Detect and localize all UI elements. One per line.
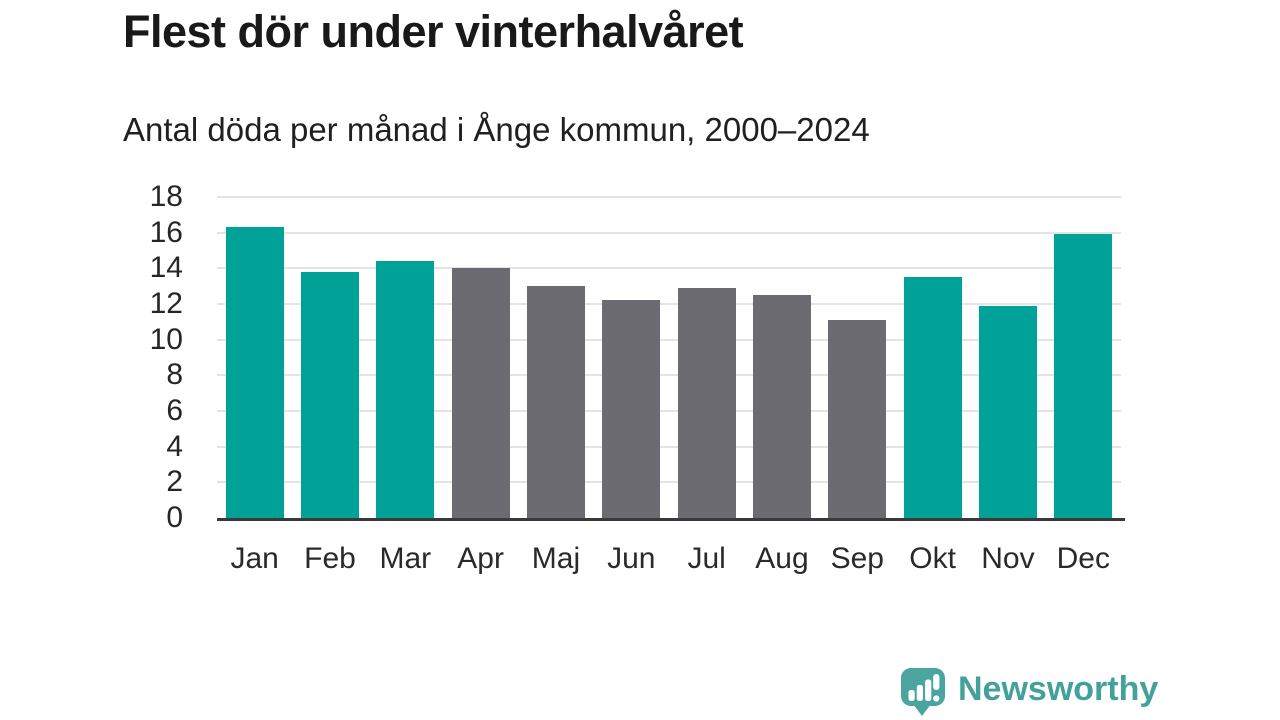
bar-slot-dec: [1046, 197, 1121, 518]
x-axis-line: [217, 518, 1125, 521]
bar-slot-sep: [820, 197, 895, 518]
x-tick-label-dec: Dec: [1056, 542, 1110, 575]
bar-maj: [526, 286, 585, 518]
y-tick-label-10: 10: [149, 322, 183, 356]
y-tick-label-0: 0: [166, 501, 183, 534]
x-tick-label-nov: Nov: [981, 542, 1035, 575]
bar-nov: [978, 305, 1037, 518]
gridline-2: [217, 481, 1121, 484]
chart-speech-bubble-icon: [901, 668, 945, 716]
bar-sep: [828, 320, 887, 518]
bar-slot-aug: [744, 197, 819, 518]
gridline-18: [217, 196, 1121, 198]
y-tick-label-2: 2: [166, 465, 183, 499]
gridline-14: [217, 267, 1121, 270]
x-tick-label-okt: Okt: [909, 542, 956, 575]
y-tick-label-14: 14: [149, 251, 183, 285]
gridline-10: [217, 338, 1121, 341]
plot-area: [217, 196, 1125, 521]
bar-slot-okt: [895, 197, 970, 518]
x-tick-label-mar: Mar: [379, 542, 432, 575]
y-tick-label-6: 6: [166, 394, 183, 427]
y-axis-labels: 0 2 4 6 8 10 12 14 16 18: [110, 182, 200, 533]
bar-slot-apr: [443, 197, 518, 518]
chart-subtitle: Antal döda per månad i Ånge kommun, 2000…: [123, 111, 870, 148]
bar-jul: [677, 287, 736, 518]
y-tick-label-4: 4: [166, 429, 183, 463]
y-tick-label-8: 8: [166, 358, 183, 392]
bar-slot-mar: [368, 197, 443, 518]
x-tick-label-maj: Maj: [531, 542, 581, 575]
gridline-12: [217, 303, 1121, 305]
x-tick-label-feb: Feb: [304, 542, 356, 575]
bar-slot-nov: [970, 197, 1045, 518]
bar-okt: [903, 277, 962, 518]
bar-series: [217, 197, 1121, 518]
bar-slot-maj: [518, 197, 593, 518]
chart-title: Flest dör under vinterhalvåret: [123, 6, 744, 57]
y-tick-label-12: 12: [149, 287, 183, 320]
gridline-6: [217, 410, 1121, 412]
bar-aug: [752, 295, 811, 518]
bar-slot-jun: [594, 197, 669, 518]
bar-slot-jul: [669, 197, 744, 518]
x-tick-label-jun: Jun: [607, 542, 656, 575]
x-axis-labels: Jan Feb Mar Apr Maj Jun Jul Aug Sep Okt Nov Dec: [217, 541, 1121, 577]
x-tick-label-aug: Aug: [755, 542, 809, 575]
bar-feb: [300, 271, 359, 518]
bar-dec: [1054, 234, 1113, 518]
x-tick-label-sep: Sep: [830, 542, 884, 575]
bar-jan: [225, 227, 284, 518]
bar-slot-feb: [292, 197, 367, 518]
bar-mar: [376, 261, 435, 518]
x-tick-label-jan: Jan: [230, 542, 279, 575]
gridline-8: [217, 374, 1121, 377]
gridline-4: [217, 445, 1121, 448]
y-tick-label-16: 16: [149, 215, 183, 249]
logo-text: Newsworthy: [958, 670, 1159, 708]
bar-jun: [602, 300, 661, 518]
x-tick-label-jul: Jul: [687, 542, 726, 575]
bar-apr: [451, 268, 510, 518]
gridline-16: [217, 231, 1121, 234]
y-tick-label-18: 18: [149, 180, 183, 213]
newsworthy-logo: Newsworthy: [901, 668, 1158, 717]
bar-slot-jan: [217, 197, 292, 518]
x-tick-label-apr: Apr: [457, 542, 504, 575]
